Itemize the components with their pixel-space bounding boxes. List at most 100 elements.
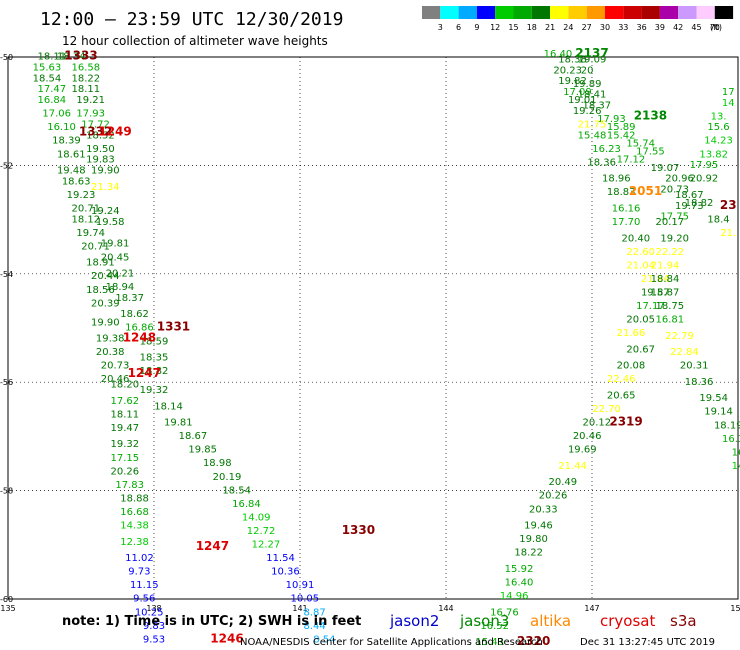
x-tick-label: 141	[292, 604, 307, 613]
swh-value: 15.63	[33, 63, 62, 74]
chart-title: 12:00 — 23:59 UTC 12/30/2019	[40, 9, 343, 30]
swh-value: 18.34	[57, 52, 86, 63]
swh-value: 17.93	[597, 114, 626, 125]
swh-value: 20.45	[101, 252, 130, 263]
swh-value: 19.89	[573, 79, 602, 90]
swh-value: 22.79	[665, 331, 694, 342]
swh-value: 20.71	[81, 241, 110, 252]
swh-value: 17.15	[110, 453, 139, 464]
swh-value: 21.44	[558, 461, 587, 472]
swh-value: 19.58	[96, 217, 125, 228]
swh-value: 22.60	[626, 247, 655, 258]
swh-value: 12.72	[247, 526, 276, 537]
credit-text: NOAA/NESDIS Center for Satellite Applica…	[240, 637, 543, 648]
swh-value: 20.96	[665, 174, 694, 185]
swh-value: 17.06	[42, 109, 71, 120]
swh-value: 10.36	[271, 567, 300, 578]
swh-value: 20.71	[72, 203, 101, 214]
swh-value: 9.73	[128, 567, 150, 578]
note-text: note: 1) Time is in UTC; 2) SWH is in fe…	[62, 614, 361, 629]
swh-value: 17.17	[636, 301, 665, 312]
swh-value: 18.11	[37, 52, 66, 63]
swh-value: 17.12	[617, 155, 646, 166]
swh-value: 22.84	[670, 347, 699, 358]
swh-value: 15.43	[475, 637, 504, 648]
swh-value: 16.76	[490, 607, 519, 618]
swh-value: 18.54	[222, 485, 251, 496]
swh-value: 17.93	[76, 109, 105, 120]
swh-value: 19.26	[573, 106, 602, 117]
swh-value: 16.84	[37, 95, 66, 106]
swh-value: 10.91	[286, 580, 315, 591]
swh-value: 18.52	[86, 130, 115, 141]
x-tick-label: 147	[584, 604, 599, 613]
satellite-legend: jason2 jason3 altika cryosat s3a	[389, 612, 697, 630]
swh-value: 16	[732, 447, 740, 458]
y-tick-label: -58	[0, 487, 13, 496]
swh-value: 19.24	[91, 206, 120, 217]
colorbar-label: 24	[563, 23, 573, 32]
swh-value: 22.46	[607, 374, 636, 385]
swh-value: 20.19	[213, 472, 242, 483]
colorbar-swatch	[495, 6, 514, 19]
colorbar-label: 30	[600, 23, 610, 32]
colorbar-label: 9	[474, 23, 479, 32]
swh-value: 16.40	[505, 577, 534, 588]
swh-value: 20.26	[110, 466, 139, 477]
time-label: 1246	[210, 631, 243, 645]
swh-value: 18.54	[33, 73, 62, 84]
colorbar-swatch	[659, 6, 679, 19]
colorbar-label: 27	[582, 23, 592, 32]
time-label: 1247	[128, 366, 161, 380]
swh-value: 19.32	[140, 385, 169, 396]
swh-value: 18.39	[52, 136, 81, 147]
swh-value: 18.67	[179, 431, 208, 442]
swh-value: 18.22	[72, 73, 101, 84]
colorbar-swatches	[422, 6, 734, 19]
swh-value: 18.62	[120, 309, 149, 320]
swh-value: 19.81	[101, 239, 130, 250]
swh-value: 18.59	[140, 336, 169, 347]
swh-value: 18.20	[110, 380, 139, 391]
swh-value: 19.74	[76, 228, 105, 239]
swh-value: 19.73	[675, 201, 704, 212]
swh-value: 14.23	[704, 136, 733, 147]
colorbar-label: 45	[691, 23, 701, 32]
swh-value: 19.46	[524, 521, 553, 532]
time-label: 1330	[342, 523, 375, 537]
swh-value: 19.81	[164, 418, 193, 429]
swh-value: 19.23	[67, 190, 96, 201]
swh-value: 18.83	[607, 187, 636, 198]
time-label: 2051	[629, 184, 662, 198]
swh-value: 18.87	[651, 287, 680, 298]
swh-value: 20.12	[583, 418, 612, 429]
swh-value: 17.72	[81, 119, 110, 130]
swh-value: 18.22	[514, 548, 543, 559]
swh-value: 18.36	[587, 157, 616, 168]
swh-value: 18.98	[203, 458, 232, 469]
swh-value: 20.46	[573, 431, 602, 442]
swh-value: 17	[722, 87, 735, 98]
swh-value: 20.73	[101, 361, 130, 372]
swh-value: 20.21	[106, 269, 135, 280]
swh-value: 19.80	[519, 534, 548, 545]
swh-value: 19.69	[568, 445, 597, 456]
swh-value: 20.44	[91, 271, 120, 282]
colorbar-swatch	[531, 6, 551, 19]
swh-value: 19.14	[704, 407, 733, 418]
legend-jason3: jason3	[459, 612, 509, 630]
swh-value: 18.96	[602, 174, 631, 185]
swh-value: 18.35	[140, 353, 169, 364]
swh-value: 18.14	[154, 401, 183, 412]
swh-value: 14.09	[242, 512, 271, 523]
swh-value: 20.38	[96, 347, 125, 358]
swh-value: 19.83	[86, 155, 115, 166]
swh-value: 19.01	[568, 95, 597, 106]
swh-value: 18.12	[72, 214, 101, 225]
colorbar-label: 39	[655, 23, 665, 32]
swh-value: 22.70	[592, 404, 621, 415]
swh-value: 14	[722, 98, 735, 109]
swh-value: 20.92	[690, 174, 719, 185]
swh-value: 18.11	[110, 409, 139, 420]
